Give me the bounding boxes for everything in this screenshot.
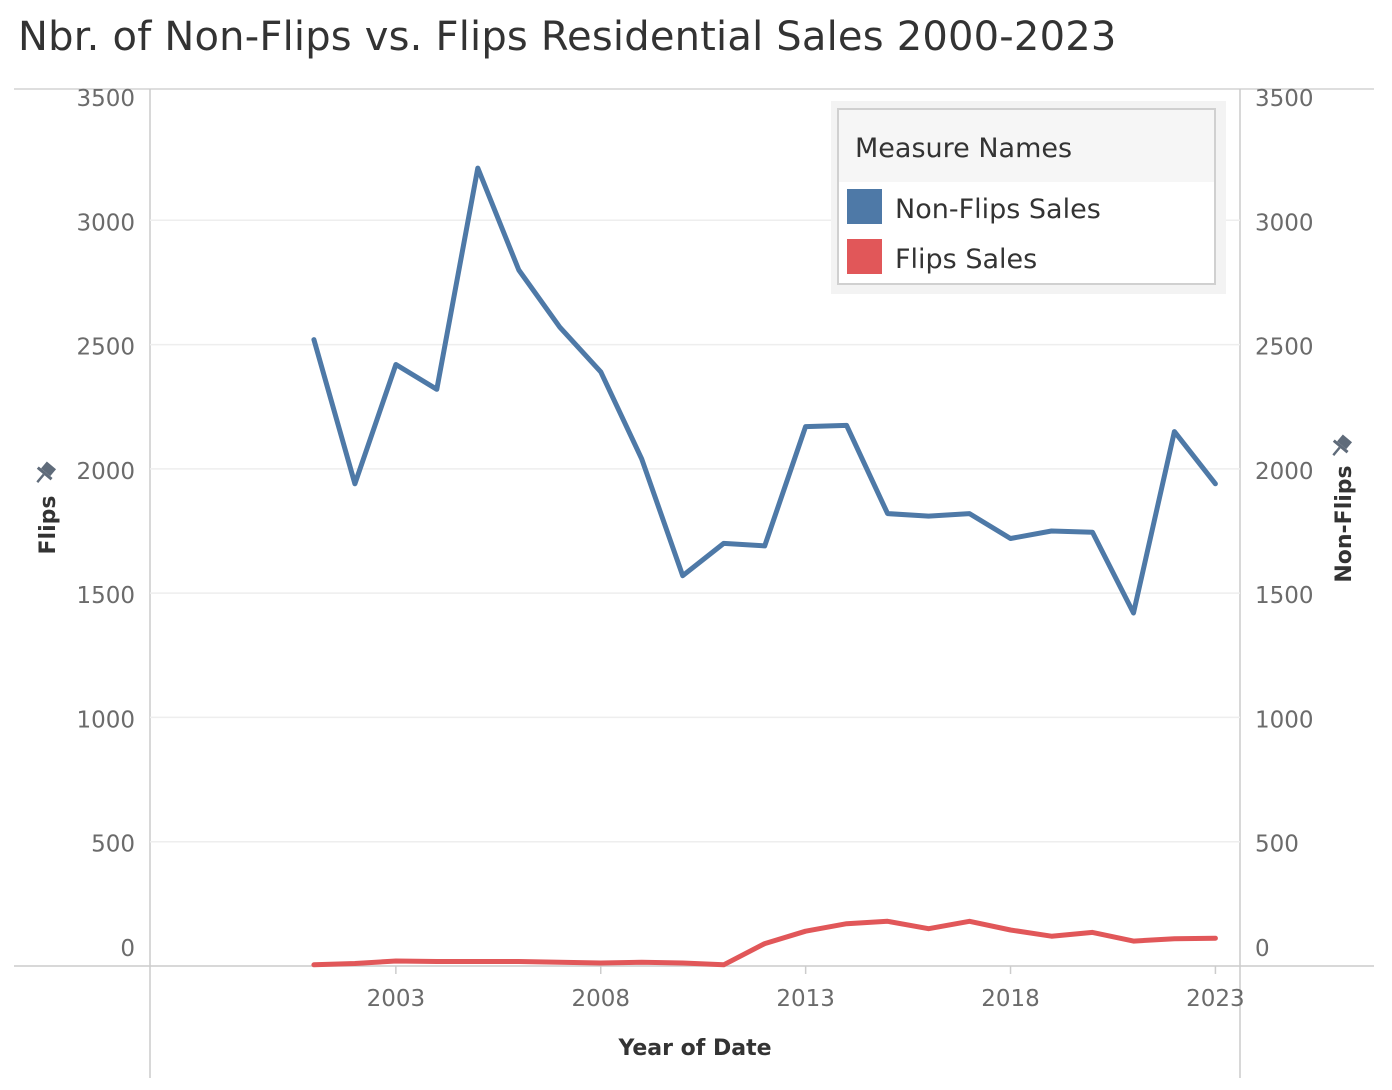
right-tick-label: 1500 (1255, 583, 1314, 609)
series-lines (311, 165, 1218, 968)
right-axis-pin-icon[interactable] (1326, 433, 1354, 461)
x-axis-title: Year of Date (617, 1036, 771, 1061)
legend-label-non-flips[interactable]: Non-Flips Sales (895, 194, 1101, 225)
left-tick-label: 2500 (76, 335, 135, 361)
x-axis-ticks: 2003 2008 2013 2018 2023 (367, 966, 1245, 1012)
right-tick-label: 2000 (1255, 459, 1314, 485)
left-tick-label: 1000 (76, 707, 135, 733)
legend-swatch-flips[interactable] (847, 239, 882, 274)
right-tick-label: 500 (1255, 832, 1299, 858)
series-line-flips[interactable] (311, 918, 1218, 968)
left-tick-label: 0 (120, 936, 135, 962)
legend-header (839, 110, 1214, 182)
left-axis-pin-icon[interactable] (30, 460, 58, 488)
right-tick-label: 1000 (1255, 707, 1314, 733)
right-tick-label: 0 (1255, 936, 1270, 962)
left-tick-label: 3500 (76, 86, 135, 112)
left-tick-label: 3000 (76, 210, 135, 236)
x-tick-label: 2008 (571, 986, 630, 1012)
legend-title: Measure Names (855, 133, 1072, 164)
x-tick-label: 2013 (776, 986, 835, 1012)
chart-title: Nbr. of Non-Flips vs. Flips Residential … (18, 14, 1117, 60)
right-tick-label: 3500 (1255, 86, 1314, 112)
series-line-non-flips[interactable] (311, 165, 1218, 616)
left-tick-label: 1500 (76, 583, 135, 609)
right-tick-label: 2500 (1255, 335, 1314, 361)
x-tick-label: 2018 (981, 986, 1040, 1012)
x-tick-label: 2023 (1186, 986, 1245, 1012)
left-tick-label: 2000 (76, 459, 135, 485)
x-tick-label: 2003 (367, 986, 426, 1012)
left-axis-ticks: 0 500 1000 1500 2000 2500 3000 3500 (76, 86, 135, 962)
right-tick-label: 3000 (1255, 210, 1314, 236)
right-axis-ticks: 0 500 1000 1500 2000 2500 3000 3500 (1255, 86, 1314, 962)
left-tick-label: 500 (91, 832, 135, 858)
legend-label-flips[interactable]: Flips Sales (895, 244, 1037, 275)
left-axis-title: Flips (36, 496, 61, 555)
legend: Measure Names Non-Flips Sales Flips Sale… (831, 101, 1226, 294)
legend-swatch-non-flips[interactable] (847, 189, 882, 224)
right-axis-title: Non-Flips (1332, 465, 1357, 582)
